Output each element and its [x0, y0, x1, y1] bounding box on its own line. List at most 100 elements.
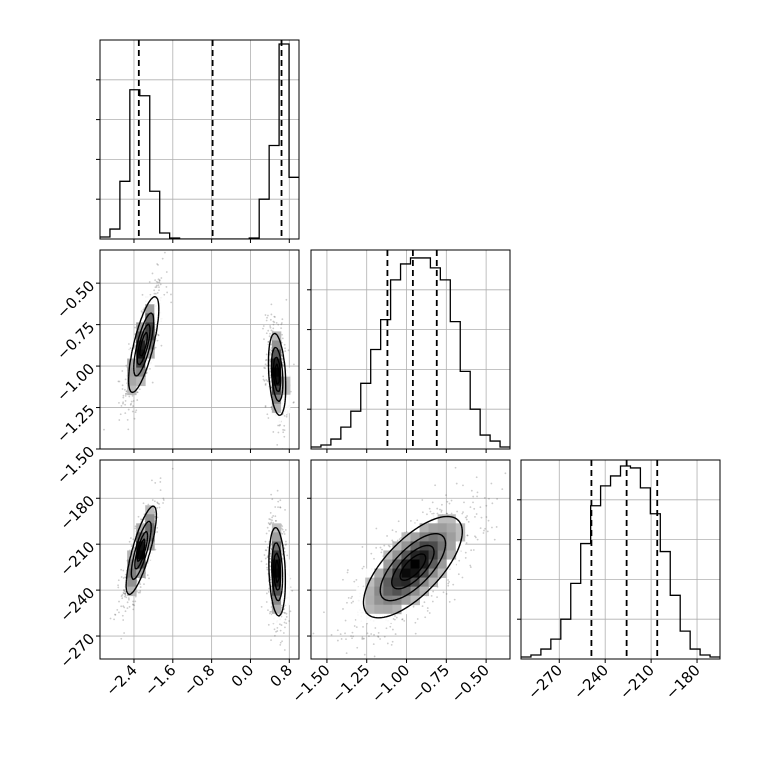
density-cell — [410, 541, 420, 551]
scatter-point — [117, 584, 119, 587]
scatter-point — [270, 493, 273, 496]
scatter-point — [283, 343, 286, 346]
scatter-point — [282, 632, 285, 634]
contour-line — [399, 553, 427, 582]
scatter-point — [156, 501, 159, 504]
x-tick-label: 0.8 — [267, 661, 297, 691]
scatter-point — [127, 343, 130, 345]
density-cell — [437, 541, 448, 551]
scatter-point — [467, 520, 470, 523]
panel-p2-p0-2d: −2.4 −1.6 −0.8 0.0 0.8 −270−240−210−180 — [57, 459, 300, 700]
scatter-point — [391, 640, 394, 643]
scatter-point — [350, 601, 353, 604]
density-cell — [410, 523, 420, 533]
histogram-bin — [401, 264, 411, 449]
contours — [127, 295, 287, 417]
scatter-point — [279, 506, 282, 509]
scatter-point — [157, 264, 159, 266]
scatter-point — [121, 597, 124, 600]
scatter-point — [448, 601, 451, 603]
scatter-point — [274, 506, 277, 508]
histogram-bin — [621, 466, 631, 659]
histogram-bin — [289, 177, 299, 239]
scatter-point — [504, 472, 507, 475]
x-tick-label: −270 — [524, 661, 566, 703]
scatter-point — [273, 315, 276, 318]
panel-p1-hist — [307, 249, 511, 453]
scatter-point — [281, 322, 283, 324]
scatter-point — [476, 538, 479, 541]
scatter-point — [280, 327, 283, 330]
scatter-point — [156, 263, 159, 265]
x-tick-label: −2.4 — [102, 661, 140, 699]
density-cell — [437, 559, 448, 569]
scatter-point — [431, 600, 434, 603]
scatter-point — [155, 284, 158, 287]
density-cell — [401, 541, 411, 551]
scatter-point — [480, 516, 483, 519]
scatter-point — [162, 502, 164, 504]
scatter-point — [137, 515, 140, 518]
scatter-point — [119, 413, 122, 416]
scatter-point — [448, 502, 451, 505]
scatter-point — [129, 403, 132, 406]
scatter-point — [469, 506, 472, 508]
scatter-point — [151, 272, 154, 275]
scatter-point — [446, 512, 449, 515]
scatter-point — [476, 491, 479, 494]
scatter-point — [414, 632, 417, 635]
scatter-point — [270, 329, 273, 332]
scatter-point — [436, 596, 438, 599]
scatter-point — [410, 520, 412, 522]
scatter-point — [275, 519, 277, 522]
density-cell — [392, 586, 402, 597]
panel-p2-hist: −270 −240 −210 −180 — [517, 459, 721, 703]
scatter-point — [128, 467, 130, 469]
density-cell — [419, 586, 429, 597]
scatter-point — [131, 394, 134, 397]
scatter-point — [397, 520, 400, 523]
scatter-point — [439, 508, 441, 511]
scatter-point — [271, 516, 274, 519]
scatter-point — [118, 380, 121, 383]
scatter-point — [155, 292, 157, 295]
density-cell — [383, 604, 393, 615]
histogram-bin — [440, 280, 450, 449]
scatter-point — [454, 466, 457, 469]
scatter-point — [154, 482, 157, 484]
scatter-point — [124, 594, 127, 597]
density-cell — [271, 403, 282, 414]
scatter-point — [285, 543, 288, 546]
density-cell — [280, 403, 291, 414]
scatter-point — [125, 392, 128, 395]
scatter-point — [268, 518, 271, 520]
scatter-point — [124, 403, 127, 406]
density-cell — [374, 604, 384, 615]
scatter-point — [269, 523, 271, 526]
axes-frame — [99, 249, 300, 450]
axes-frame — [99, 39, 300, 240]
scatter-point — [273, 321, 276, 324]
density-cell — [365, 613, 375, 624]
panel-p2-p1-2d: −1.50−1.25−1.00−0.75−0.50 — [289, 459, 511, 706]
density-cell — [145, 505, 155, 515]
density-cell — [401, 550, 411, 560]
scatter-point — [262, 378, 265, 381]
scatter-point — [485, 504, 488, 507]
density-cell — [271, 340, 282, 350]
scatter-point — [281, 362, 284, 364]
scatter-point — [160, 277, 163, 279]
scatter-point — [267, 329, 270, 332]
density-cell — [437, 568, 448, 578]
scatter-point — [281, 318, 284, 321]
histogram-bin — [279, 44, 289, 239]
scatter-point — [142, 502, 145, 505]
density-cell — [410, 577, 420, 588]
density-cell — [455, 541, 466, 551]
scatter-point — [171, 467, 174, 470]
scatter-point — [284, 626, 286, 629]
scatter-point — [361, 637, 363, 640]
scatter-point — [266, 526, 269, 529]
scatter-point — [130, 402, 132, 405]
scatter-point — [266, 566, 268, 569]
